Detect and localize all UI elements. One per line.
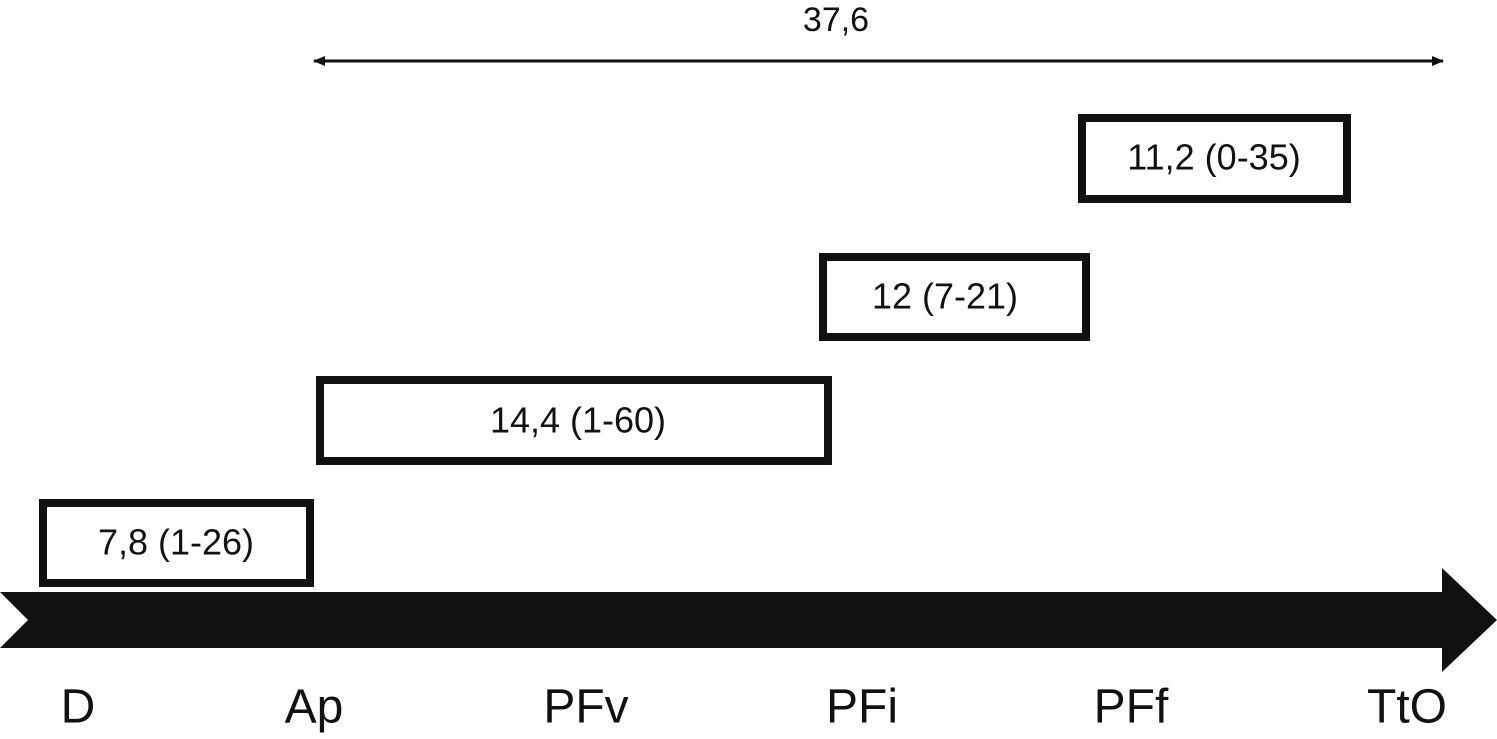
phase-box (316, 376, 832, 465)
stage-label: PFi (826, 681, 898, 734)
phase-label: 7,8 (1-26) (98, 522, 254, 563)
phase-box (819, 253, 1090, 341)
phase-label: 14,4 (1-60) (490, 400, 666, 441)
stage-label: PFf (1094, 681, 1169, 734)
stage-label: PFv (543, 681, 628, 734)
stage-label: TtO (1367, 681, 1447, 734)
phase-box (1078, 114, 1351, 203)
stage-label: D (61, 681, 96, 734)
stage-label: Ap (285, 681, 344, 734)
timeline-arrow (0, 568, 1497, 672)
phase-box (39, 499, 314, 587)
phase-label: 12 (7-21) (872, 276, 1018, 317)
span-label: 37,6 (803, 1, 869, 39)
phase-label: 11,2 (0-35) (1127, 137, 1300, 178)
